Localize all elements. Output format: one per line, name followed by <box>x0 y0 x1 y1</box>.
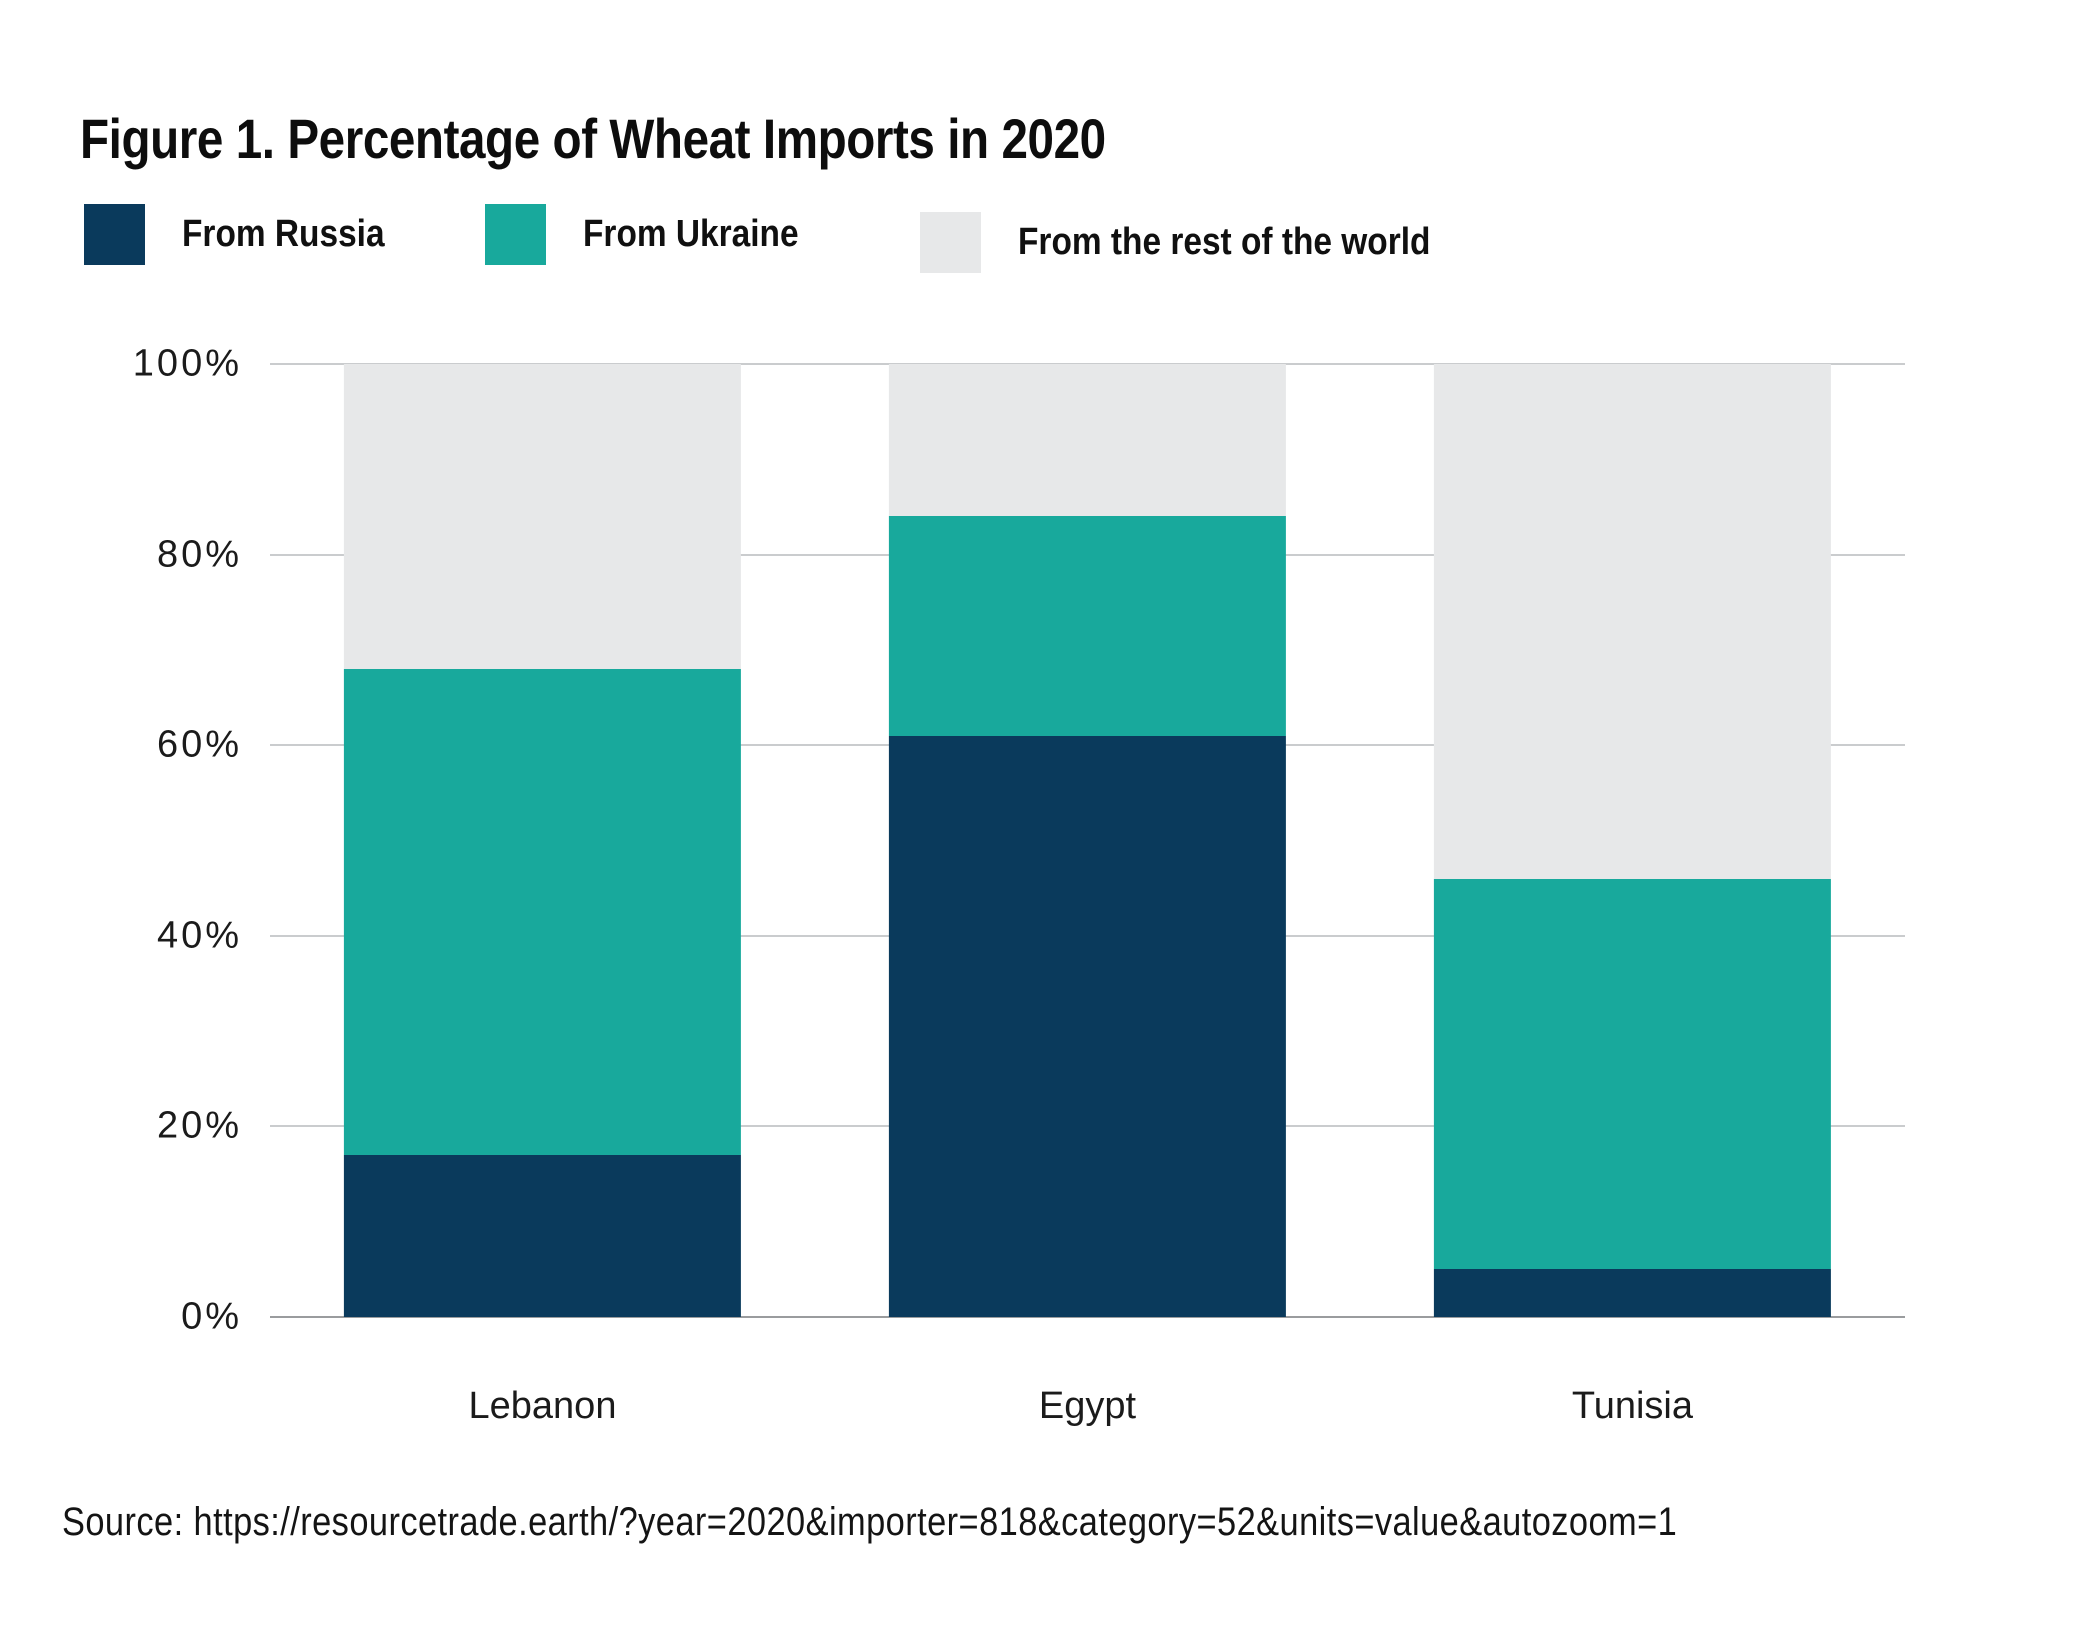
x-axis-line <box>270 1316 1905 1318</box>
bar-group-egypt: Egypt <box>815 364 1360 1427</box>
ytick-label-100: 100% <box>132 342 242 385</box>
xtick-label-egypt: Egypt <box>1038 1385 1137 1427</box>
legend-item-rest-of-world: From the rest of the world <box>920 212 1487 273</box>
xtick-label-tunisia: Tunisia <box>1571 1385 1694 1427</box>
legend-item-russia: From Russia <box>84 204 412 265</box>
bar-segment-tunisia-from-ukraine <box>1434 878 1831 1270</box>
bar-segment-lebanon-from-ukraine <box>344 668 741 1155</box>
bar-lebanon <box>344 364 741 1317</box>
legend-label-ukraine: From Ukraine <box>583 213 799 255</box>
bar-group-tunisia: Tunisia <box>1360 364 1905 1427</box>
ytick-label-0: 0% <box>181 1295 242 1338</box>
bar-segment-lebanon-from-the-rest-of-the-world <box>344 364 741 669</box>
bar-group-lebanon: Lebanon <box>270 364 815 1427</box>
page-title: Figure 1. Percentage of Wheat Imports in… <box>80 106 1106 170</box>
bar-tunisia <box>1434 364 1831 1317</box>
legend-swatch-rest-of-world <box>920 212 981 273</box>
bar-segment-egypt-from-the-rest-of-the-world <box>889 364 1286 517</box>
legend-swatch-russia <box>84 204 145 265</box>
ytick-label-60: 60% <box>156 723 242 766</box>
legend-label-russia: From Russia <box>182 213 385 255</box>
bar-segment-lebanon-from-russia <box>344 1155 741 1317</box>
ytick-label-80: 80% <box>156 533 242 576</box>
bar-segment-egypt-from-russia <box>889 735 1286 1317</box>
bar-segment-tunisia-from-russia <box>1434 1269 1831 1317</box>
legend-swatch-ukraine <box>485 204 546 265</box>
legend-label-rest-of-world: From the rest of the world <box>1018 221 1431 263</box>
source-note: Source: https://resourcetrade.earth/?yea… <box>62 1500 1678 1544</box>
ytick-label-40: 40% <box>156 914 242 957</box>
bar-segment-egypt-from-ukraine <box>889 516 1286 736</box>
xtick-label-lebanon: Lebanon <box>468 1385 617 1427</box>
plot-area: 0% 20% 40% 60% 80% 100% Lebanon Egypt Tunisia <box>133 343 1905 1427</box>
legend-item-ukraine: From Ukraine <box>485 204 828 265</box>
bar-egypt <box>889 364 1286 1317</box>
gridline-100 <box>270 363 1905 365</box>
bar-segment-tunisia-from-the-rest-of-the-world <box>1434 364 1831 879</box>
ytick-label-20: 20% <box>156 1104 242 1147</box>
